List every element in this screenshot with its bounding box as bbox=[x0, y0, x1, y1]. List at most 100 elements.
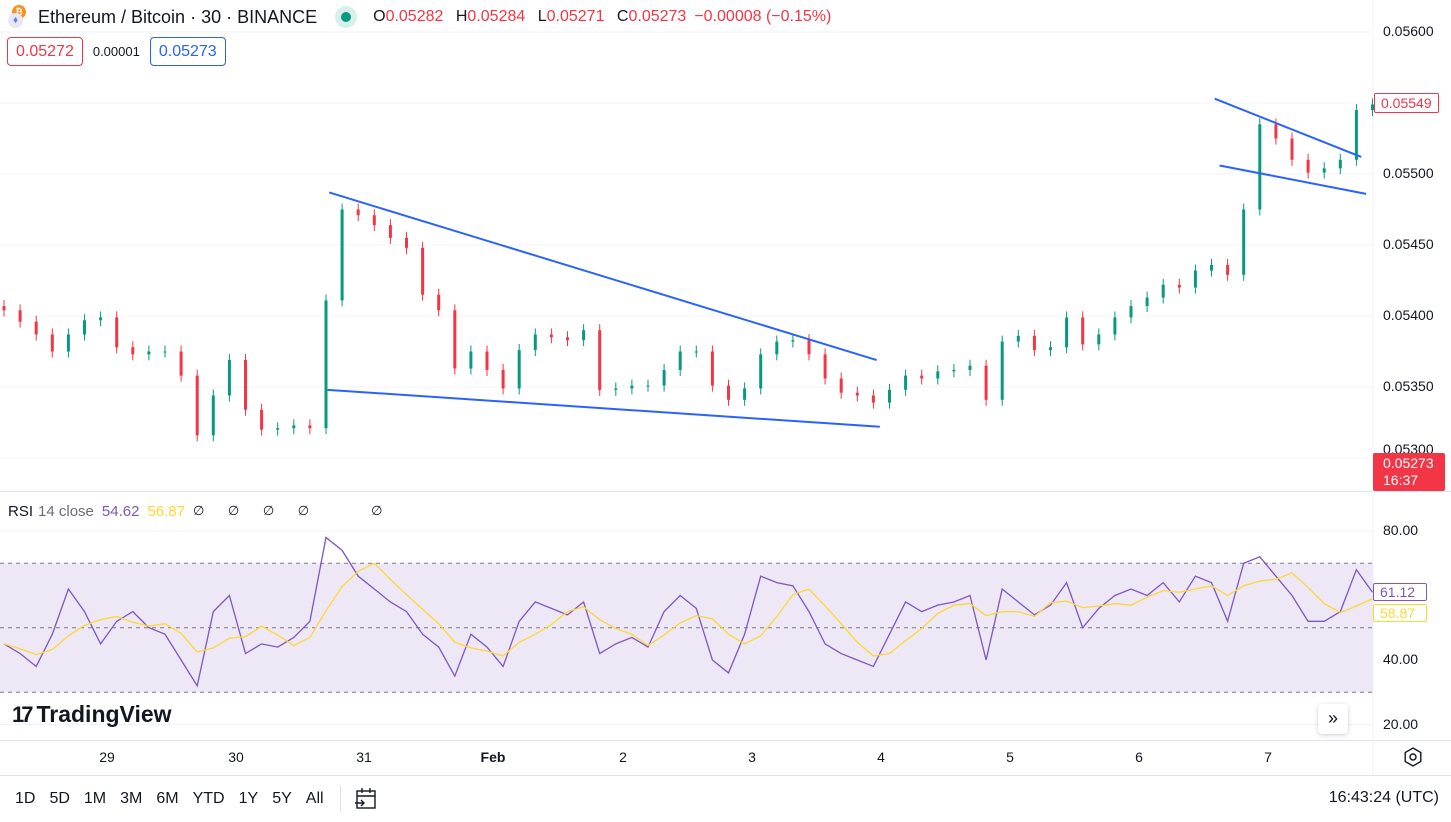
price-label: 0.05500 bbox=[1383, 165, 1434, 181]
candle-body bbox=[260, 409, 264, 430]
candle-body bbox=[775, 341, 779, 355]
candle-body bbox=[66, 334, 70, 352]
candle-body bbox=[372, 215, 376, 226]
candle-body bbox=[34, 321, 38, 335]
candle-body bbox=[566, 337, 569, 341]
last-price-tag: 0.05549 bbox=[1374, 93, 1439, 113]
candle-body bbox=[1097, 334, 1101, 345]
quote-buttons: 0.05272 0.00001 0.05273 bbox=[7, 37, 226, 66]
range-button-5y[interactable]: 5Y bbox=[272, 790, 292, 807]
candle-body bbox=[437, 294, 441, 311]
bar-countdown: 16:37 bbox=[1383, 472, 1419, 488]
time-label: 4 bbox=[877, 749, 885, 765]
trendline bbox=[328, 191, 877, 361]
market-open-icon[interactable] bbox=[335, 6, 358, 28]
candle-body bbox=[743, 388, 747, 400]
candle-body bbox=[888, 389, 891, 403]
range-button-1m[interactable]: 1M bbox=[83, 790, 107, 807]
sell-button[interactable]: 0.05272 bbox=[7, 37, 83, 66]
time-label: 29 bbox=[99, 749, 115, 765]
candle-body bbox=[1129, 306, 1133, 318]
candle-body bbox=[678, 351, 682, 370]
trendline bbox=[327, 388, 880, 428]
candle-body bbox=[501, 369, 505, 389]
time-label: 2 bbox=[619, 749, 627, 765]
candle-body bbox=[517, 350, 521, 389]
rsi-value-tag: 61.12 bbox=[1373, 583, 1427, 601]
rsi-ma-tag: 58.87 bbox=[1373, 604, 1427, 622]
candle-body bbox=[1145, 297, 1149, 307]
candle-body bbox=[1354, 110, 1358, 160]
candle-body bbox=[195, 375, 199, 436]
ethereum-icon: ♦ bbox=[8, 13, 23, 28]
range-button-all[interactable]: All bbox=[305, 790, 324, 807]
time-label: 30 bbox=[228, 749, 244, 765]
rsi-axis-label: 80.00 bbox=[1383, 522, 1419, 538]
utc-clock[interactable]: 16:43:24 (UTC) bbox=[1328, 789, 1439, 806]
candle-body bbox=[1065, 317, 1069, 348]
candle-body bbox=[710, 351, 714, 386]
candle-body bbox=[276, 428, 280, 430]
tradingview-logo[interactable]: 17 TradingView bbox=[12, 701, 172, 727]
rsi-band-fill bbox=[0, 563, 1373, 693]
candle-body bbox=[99, 317, 103, 321]
trendline bbox=[1214, 97, 1362, 158]
rsi-ma-line bbox=[3, 562, 1373, 657]
candle-body bbox=[115, 317, 119, 348]
time-label: 6 bbox=[1135, 749, 1143, 765]
candle-body bbox=[388, 225, 392, 238]
candle-body bbox=[485, 351, 489, 370]
candle-body bbox=[324, 300, 328, 429]
candle-body bbox=[1322, 168, 1326, 173]
candle-body bbox=[1193, 270, 1197, 288]
candle-body bbox=[694, 351, 698, 353]
rsi-line bbox=[3, 536, 1374, 688]
range-button-1d[interactable]: 1D bbox=[15, 790, 36, 807]
candle-body bbox=[614, 388, 618, 390]
range-button-3m[interactable]: 3M bbox=[120, 790, 143, 807]
symbol-legend: ₿ ♦ Ethereum / Bitcoin · 30 · BINANCE O0.… bbox=[8, 5, 831, 29]
candle-body bbox=[646, 385, 650, 387]
candle-body bbox=[469, 351, 473, 369]
symbol-title[interactable]: Ethereum / Bitcoin · 30 · BINANCE bbox=[38, 6, 318, 27]
candle-body bbox=[340, 209, 344, 301]
range-button-1y[interactable]: 1Y bbox=[238, 790, 259, 807]
rsi-axis-label: 40.00 bbox=[1383, 651, 1419, 667]
rsi-axis-label: 20.00 bbox=[1383, 716, 1419, 732]
candle-body bbox=[823, 354, 827, 379]
settings-gear-icon[interactable] bbox=[1402, 746, 1424, 768]
candle-body bbox=[227, 360, 231, 396]
candle-body bbox=[1032, 335, 1036, 351]
price-change: −0.00008 (−0.15%) bbox=[694, 8, 832, 25]
candle-body bbox=[1306, 159, 1310, 173]
time-label: 3 bbox=[748, 749, 756, 765]
candle-body bbox=[131, 347, 135, 355]
rsi-ma-value: 56.87 bbox=[147, 503, 185, 520]
rsi-na-value: ∅ bbox=[371, 503, 393, 518]
candle-body bbox=[549, 334, 553, 338]
go-to-date-icon[interactable] bbox=[353, 786, 379, 812]
candle-body bbox=[1290, 138, 1294, 160]
candle-body bbox=[630, 385, 634, 389]
candle-body bbox=[405, 237, 408, 248]
time-label: 5 bbox=[1006, 749, 1014, 765]
candle-body bbox=[244, 360, 247, 410]
range-button-5d[interactable]: 5D bbox=[49, 790, 70, 807]
candle-body bbox=[582, 330, 586, 341]
candle-body bbox=[1081, 317, 1085, 345]
candle-body bbox=[1338, 159, 1342, 169]
range-button-6m[interactable]: 6M bbox=[156, 790, 179, 807]
scroll-to-realtime-button[interactable]: » bbox=[1318, 704, 1348, 734]
candle-body bbox=[1113, 317, 1117, 335]
time-label: 31 bbox=[356, 749, 372, 765]
candle-body bbox=[759, 354, 763, 389]
rsi-name[interactable]: RSI bbox=[8, 503, 34, 520]
candle-body bbox=[968, 365, 972, 370]
rsi-params: 14 close bbox=[38, 503, 94, 520]
current-price-tag: 0.05273 16:37 bbox=[1373, 453, 1445, 491]
candle-body bbox=[211, 395, 215, 436]
buy-button[interactable]: 0.05273 bbox=[149, 37, 226, 66]
range-button-ytd[interactable]: YTD bbox=[192, 790, 225, 807]
candle-body bbox=[453, 310, 457, 369]
